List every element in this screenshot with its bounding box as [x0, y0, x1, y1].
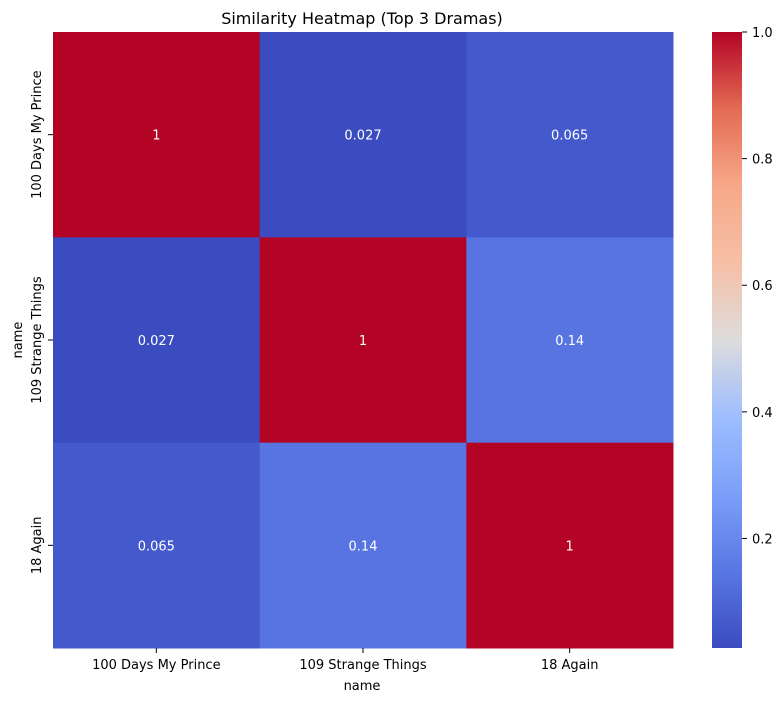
cell-annotation: 1 — [566, 539, 574, 554]
y-axis-label: name — [11, 322, 26, 359]
x-tick-label: 100 Days My Prince — [92, 658, 221, 673]
x-tick-label: 109 Strange Things — [299, 658, 427, 673]
heatmap-cell — [466, 32, 674, 238]
heatmap-cell — [259, 442, 467, 649]
cell-annotation: 0.14 — [349, 539, 378, 554]
colorbar-tick-label: 0.2 — [752, 532, 773, 547]
heatmap-cell — [259, 32, 467, 238]
cell-annotation: 0.065 — [138, 539, 175, 554]
y-tick-label: 18 Again — [30, 517, 45, 575]
y-axis-ticks: 100 Days My Prince 109 Strange Things 18 A… — [30, 70, 53, 574]
cell-annotation: 0.065 — [551, 129, 588, 144]
colorbar — [712, 32, 742, 648]
colorbar-tick-label: 1.0 — [752, 26, 773, 41]
cell-annotation: 0.14 — [555, 334, 584, 349]
chart-title: Similarity Heatmap (Top 3 Dramas) — [221, 9, 503, 28]
heatmap-cell — [466, 442, 674, 649]
colorbar-tick-label: 0.6 — [752, 279, 773, 294]
heatmap-cell — [53, 237, 261, 444]
heatmap-cell — [466, 237, 674, 444]
y-tick-label: 100 Days My Prince — [30, 70, 45, 199]
colorbar-tick-label: 0.8 — [752, 153, 773, 168]
y-tick-label: 109 Strange Things — [30, 276, 45, 404]
heatmap-cell — [259, 237, 467, 444]
cell-annotation: 0.027 — [344, 129, 381, 144]
x-axis-ticks: 100 Days My Prince 109 Strange Things 18 A… — [92, 648, 598, 673]
heatmap-cells: 1 0.027 0.065 0.027 1 0.14 0.065 0.14 1 — [53, 32, 674, 649]
cell-annotation: 1 — [152, 129, 160, 144]
heatmap-cell — [53, 442, 261, 649]
colorbar-ticks: 0.2 0.4 0.6 0.8 1.0 — [742, 26, 773, 547]
cell-annotation: 1 — [359, 334, 367, 349]
x-axis-label: name — [344, 679, 381, 694]
colorbar-tick-label: 0.4 — [752, 406, 773, 421]
cell-annotation: 0.027 — [138, 334, 175, 349]
heatmap-cell — [53, 32, 261, 238]
x-tick-label: 18 Again — [541, 658, 599, 673]
